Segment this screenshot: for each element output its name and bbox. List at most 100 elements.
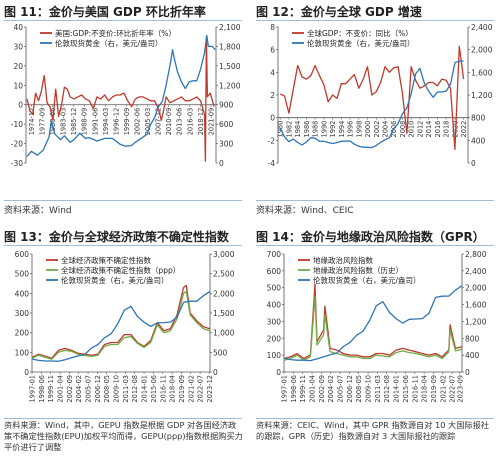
x-tick-label: 2022 [460, 121, 468, 138]
legend-label: 地缘政治风险指数 [313, 255, 373, 265]
x-tick-label: 2009-10 [113, 375, 121, 403]
y-tick-label-right: 800 [465, 334, 480, 343]
x-tick-label: 1999-09 [123, 108, 131, 136]
x-tick-label: 2011-03 [122, 375, 130, 403]
y-tick-label-right: 1,000 [213, 329, 235, 338]
x-tick-label: 2001-04 [57, 375, 65, 403]
y-tick-label-right: 1,200 [219, 81, 241, 90]
y-tick-label-left: 600 [15, 250, 30, 259]
x-tick-label: 2004 [382, 121, 390, 138]
y-tick-label-left: 0 [18, 101, 23, 110]
x-tick-label: 2007-12 [155, 108, 163, 136]
y-tick-label-left: 300 [15, 309, 30, 318]
legend-label: 地缘政治风险指数（历史） [313, 265, 403, 275]
x-tick-label: 2023-12 [206, 375, 214, 403]
y-tick-label-left: 4 [270, 68, 275, 77]
series-line-2 [283, 295, 463, 361]
x-tick-label: 2014 [425, 121, 433, 138]
chart-title: 图 14：金价与地缘政治风险指数（GPR） [256, 230, 485, 244]
y-tick-label-left: 20 [13, 62, 23, 71]
x-tick-label: 2016-11 [411, 375, 419, 403]
y-tick-label-left: 6 [270, 46, 275, 55]
chart-svg: -4-20246804008001,2001,6002,0002,4001980… [268, 23, 493, 168]
x-tick-label: 2009-10 [365, 375, 373, 403]
y-tick-label-left: -4 [268, 159, 276, 168]
legend-label: 伦敦现货黄金（右，美元/盎司） [61, 275, 169, 285]
y-tick-label-right: 1,500 [213, 309, 235, 318]
y-tick-label-right: 2,000 [471, 46, 493, 55]
y-tick-label-right: 0 [465, 368, 470, 377]
x-tick-label: 1996-12 [112, 108, 120, 136]
x-tick-label: 2005-07 [337, 375, 345, 403]
legend-label: 全球经济政策不确定性指数 [61, 255, 151, 265]
x-tick-label: 2002-09 [318, 375, 326, 403]
x-tick-label: 1984 [294, 121, 302, 138]
x-tick-label: 1996 [347, 121, 355, 138]
y-tick-label-left: 0 [270, 114, 275, 123]
series-line-2 [26, 34, 216, 157]
y-tick-label-left: -30 [11, 159, 23, 168]
x-tick-label: 2011-03 [374, 375, 382, 403]
x-tick-label: 1991-06 [91, 108, 99, 136]
y-tick-label-left: 400 [267, 301, 282, 310]
x-tick-label: 2021-02 [187, 375, 195, 403]
y-tick-label-left: 8 [270, 23, 275, 32]
x-tick-label: 2015-06 [150, 375, 158, 403]
series-line-1 [31, 284, 211, 359]
x-tick-label: 2008-05 [355, 375, 363, 403]
x-tick-label: 2008-05 [103, 375, 111, 403]
x-tick-label: 1974-12 [28, 108, 36, 136]
x-tick-label: 1988-09 [81, 108, 89, 136]
y-tick-label-right: 400 [471, 136, 486, 145]
source-note: 资料来源：CEIC、Wind，其中 GPR 指数源自对 10 大国际报社的跟踪，… [256, 420, 489, 441]
y-tick-label-left: -2 [268, 136, 276, 145]
chart-svg: 0 100 200 300 400 500 600 0 500 1,000 1,500 2,000 2,… [15, 250, 235, 403]
y-tick-label-left: -20 [11, 140, 23, 149]
x-tick-label: 1999-11 [299, 375, 307, 403]
x-tick-label: 2018-04 [169, 375, 177, 403]
y-tick-label-right: 800 [471, 114, 486, 123]
y-tick-label-left: 100 [267, 351, 282, 360]
x-tick-label: 2016 [434, 121, 442, 138]
x-tick-label: 1994 [338, 121, 346, 138]
y-tick-label-right: 2,800 [465, 250, 487, 259]
x-tick-label: 2014-01 [393, 375, 401, 403]
panel-gold-vs-gpr: 图 14：金价与地缘政治风险指数（GPR） 0 100 200 300 400 500 60… [256, 228, 496, 460]
y-tick-label-left: 700 [267, 250, 282, 259]
y-tick-label-right: 2,000 [213, 289, 235, 298]
chart-title: 图 13：金价与全球经济政策不确定性指数 [4, 230, 229, 244]
y-tick-label-right: 1,200 [471, 91, 493, 100]
x-tick-label: 2008 [399, 121, 407, 138]
y-tick-label-right: 1,200 [465, 317, 487, 326]
series-line-1 [26, 36, 215, 162]
x-tick-label: 2023-09 [456, 375, 464, 403]
y-tick-label-right: 600 [219, 120, 234, 129]
x-tick-label: 2012-08 [131, 375, 139, 403]
x-tick-label: 1977-09 [38, 108, 46, 136]
y-tick-label-right: 0 [219, 159, 224, 168]
y-tick-label-right: 0 [213, 368, 218, 377]
x-tick-label: 2012-08 [383, 375, 391, 403]
legend-label: 伦敦现货黄金（右，美元/盎司） [313, 275, 421, 285]
x-tick-label: 1988 [312, 121, 320, 138]
y-tick-label-right: 2,400 [471, 23, 493, 32]
x-tick-label: 1998-06 [290, 375, 298, 403]
legend-label: 伦敦现货黄金（右，美元/盎司） [307, 38, 415, 48]
x-tick-label: 2010-09 [165, 108, 173, 136]
x-tick-label: 2010 [408, 121, 416, 138]
y-tick-label-right: 500 [213, 348, 228, 357]
y-tick-label-left: 10 [13, 81, 23, 90]
series-line-3 [283, 285, 463, 362]
y-tick-label-left: 400 [15, 289, 30, 298]
series-line-2 [279, 60, 464, 149]
y-tick-label-right: 1,500 [219, 62, 241, 71]
x-tick-label: 2005-03 [144, 108, 152, 136]
x-tick-label: 2005-07 [85, 375, 93, 403]
x-tick-label: 1990 [320, 121, 328, 138]
panel-gold-vs-us-gdp: 图 11：金价与美国 GDP 环比折年率 -30 -20 -10 0 10 20 30 40 0… [4, 3, 244, 218]
x-tick-label: 2022-07 [197, 375, 205, 403]
x-tick-label: 2019-09 [430, 375, 438, 403]
x-tick-label: 1994-03 [102, 108, 110, 136]
x-tick-label: 1985-12 [70, 108, 78, 136]
x-tick-label: 2019-09 [178, 375, 186, 403]
